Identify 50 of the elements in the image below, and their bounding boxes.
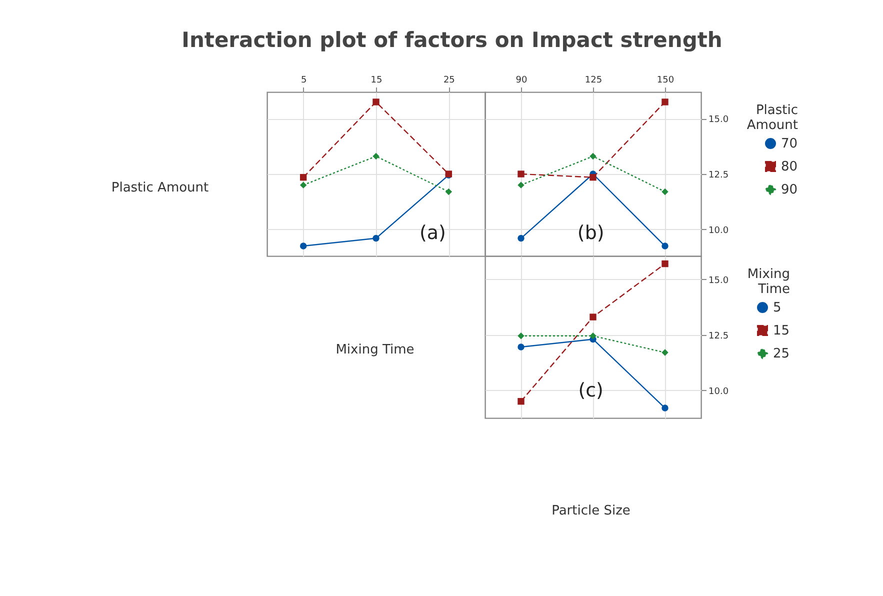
- legend-label: 15: [773, 324, 790, 338]
- point: [590, 314, 596, 320]
- legend-label: 25: [773, 346, 790, 362]
- y-tick-label: 12.5: [708, 170, 729, 180]
- point: [445, 188, 452, 196]
- point: [518, 234, 524, 242]
- x-tick-label: 150: [656, 76, 674, 86]
- point: [300, 242, 307, 250]
- point: [662, 349, 668, 356]
- x-tick-label: 5: [300, 76, 307, 86]
- annotation: (c): [578, 379, 604, 402]
- legend-label: 5: [773, 300, 782, 316]
- chart-title: Interaction plot of factors on Impact strength: [182, 28, 722, 52]
- x-tick-label: 15: [370, 76, 382, 86]
- y-tick-label: 10.0: [708, 226, 729, 236]
- point: [518, 398, 524, 405]
- point: [590, 332, 596, 340]
- x-axis-title: Particle Size: [552, 504, 630, 518]
- point: [372, 152, 380, 160]
- legend-label: 70: [781, 136, 798, 152]
- point: [662, 260, 668, 268]
- point: [662, 188, 668, 196]
- point: [518, 182, 524, 188]
- legend-title: Plastic Amount: [746, 103, 798, 133]
- point: [518, 344, 524, 350]
- point: [662, 242, 668, 250]
- y-tick-label: 10.0: [708, 386, 729, 397]
- annotation: (b): [577, 222, 604, 244]
- point: [590, 174, 596, 181]
- point: [372, 234, 380, 242]
- x-tick-label: 125: [584, 76, 602, 86]
- point: [372, 98, 380, 106]
- point: [300, 174, 307, 181]
- x-axis-title: Mixing Time: [336, 342, 414, 358]
- y-axis-title: Plastic Amount: [111, 180, 209, 196]
- x-tick-label: 90: [516, 76, 528, 86]
- point: [590, 152, 596, 160]
- point: [662, 98, 668, 106]
- y-tick-label: 15.0: [708, 115, 729, 126]
- point: [518, 332, 524, 340]
- legend-label: 80: [781, 160, 798, 174]
- legend-title: Mixing Time: [747, 267, 790, 297]
- point: [662, 404, 668, 412]
- annotation: (a): [419, 222, 446, 244]
- x-tick-label: 25: [443, 76, 455, 86]
- y-tick-label: 12.5: [708, 331, 729, 342]
- y-tick-label: 15.0: [708, 276, 729, 286]
- point: [300, 182, 307, 188]
- legend-label: 90: [781, 182, 798, 198]
- point: [518, 170, 524, 178]
